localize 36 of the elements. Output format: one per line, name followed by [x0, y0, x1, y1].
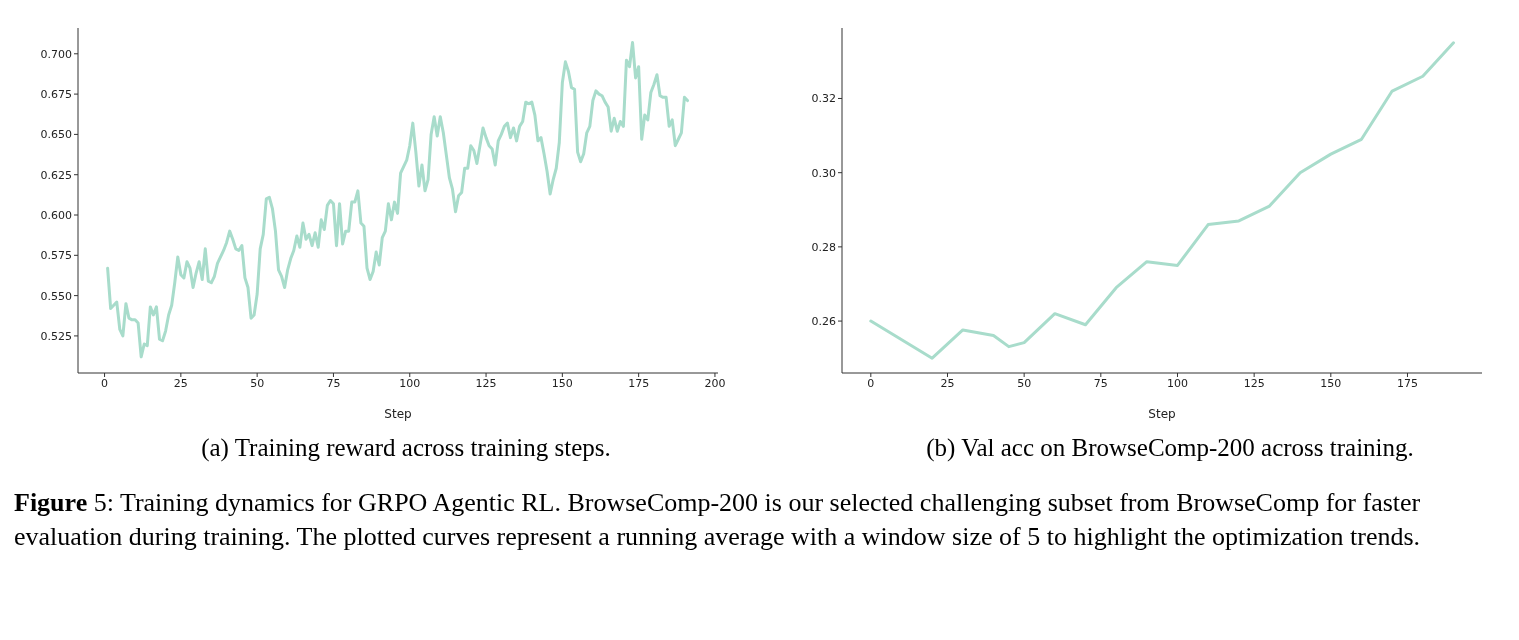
x-tick-label: 100 [1166, 376, 1188, 390]
y-tick-label: 0.650 [40, 128, 72, 142]
x-tick-label: 50 [250, 376, 265, 390]
x-tick-label: 125 [475, 376, 497, 390]
x-tick-label: 0 [101, 376, 109, 390]
line-series [869, 41, 1455, 360]
y-tick-label: 0.600 [40, 208, 72, 222]
x-tick-label: 0 [867, 376, 875, 390]
x-tick-label: 150 [551, 376, 573, 390]
y-tick-label: 0.30 [811, 166, 836, 180]
text: (a) Training reward across training steps. [200, 434, 612, 462]
y-tick-label: 0.550 [40, 289, 72, 303]
y-tick-label: 0.32 [811, 92, 836, 106]
y-tick-label: 0.26 [811, 314, 836, 328]
x-tick-label: 25 [940, 376, 955, 390]
line-series [106, 41, 689, 359]
caption: Figure 5: Training dynamics for GRPO Agentic RL. BrowseComp-200 is our selected challenging subset from BrowseComp for faster evaluation during training. The plotted curves represent a running average with a window size of 5 to highlight the optimization trends. [14, 488, 1421, 551]
x-tick-label: 75 [1093, 376, 1108, 390]
y-tick-label: 0.625 [40, 168, 72, 182]
y-tick-label: 0.675 [40, 88, 72, 101]
x-axis-title: Step [384, 407, 412, 421]
y-tick-label: 0.525 [40, 329, 72, 343]
x-tick-label: 150 [1320, 376, 1342, 390]
x-tick-label: 125 [1243, 376, 1265, 390]
y-tick-label: 0.28 [811, 240, 836, 254]
x-tick-label: 175 [1396, 376, 1418, 390]
x-tick-label: 75 [326, 376, 341, 390]
y-tick-label: 0.700 [40, 47, 72, 61]
x-tick-label: 50 [1017, 376, 1032, 390]
x-tick-label: 100 [399, 376, 421, 390]
x-tick-label: 200 [704, 376, 726, 390]
x-axis-title: Step [1148, 407, 1176, 421]
y-tick-label: 0.575 [40, 249, 72, 263]
x-tick-label: 175 [628, 376, 650, 390]
x-tick-label: 25 [173, 376, 188, 390]
text: (b) Val acc on BrowseComp-200 across training. [925, 434, 1415, 462]
